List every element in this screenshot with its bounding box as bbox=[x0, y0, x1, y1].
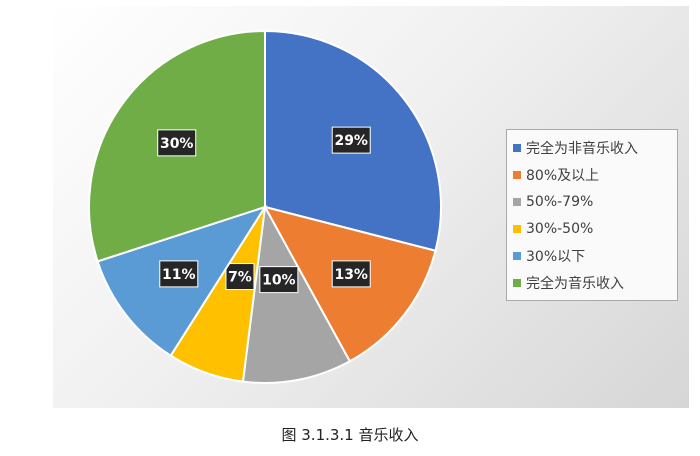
data-label-text: 11% bbox=[162, 267, 196, 283]
legend-label: 80%及以上 bbox=[526, 167, 600, 184]
legend-item: 30%-50% bbox=[513, 215, 677, 242]
legend-label: 30%-50% bbox=[526, 220, 594, 237]
data-label-text: 13% bbox=[334, 267, 368, 283]
figure-caption: 图 3.1.3.1 音乐收入 bbox=[281, 426, 419, 444]
data-label-text: 30% bbox=[160, 136, 194, 152]
data-label-box bbox=[157, 129, 197, 157]
legend-label: 完全为非音乐收入 bbox=[526, 140, 638, 157]
data-label-box bbox=[331, 260, 371, 288]
legend-label: 50%-79% bbox=[526, 193, 594, 210]
legend-item: 80%及以上 bbox=[513, 161, 677, 188]
data-label-text: 10% bbox=[262, 273, 296, 289]
legend-item: 完全为非音乐收入 bbox=[513, 134, 677, 161]
legend-label: 完全为音乐收入 bbox=[526, 275, 624, 292]
data-label-box bbox=[259, 266, 299, 294]
legend-swatch bbox=[513, 170, 521, 179]
data-label: 11% bbox=[159, 260, 199, 288]
legend-swatch bbox=[513, 251, 521, 260]
pie-chart: 29% 13% 10% 7% 11% 30% bbox=[88, 29, 442, 384]
data-label-text: 29% bbox=[334, 133, 368, 149]
pie-slice bbox=[241, 203, 352, 384]
legend-swatch bbox=[513, 278, 521, 287]
legend-swatch bbox=[513, 197, 521, 206]
legend-item: 完全为音乐收入 bbox=[513, 269, 677, 296]
legend-item: 30%以下 bbox=[513, 242, 677, 269]
legend-swatch bbox=[513, 224, 521, 233]
data-label-text: 7% bbox=[228, 270, 252, 286]
legend: 完全为非音乐收入 80%及以上 50%-79% 30%-50% 30%以下 完全… bbox=[506, 129, 678, 301]
data-label: 10% bbox=[259, 266, 299, 294]
data-label: 13% bbox=[331, 260, 371, 288]
chart-area: 29% 13% 10% 7% 11% 30% 完全为非音乐收入 80%及以上 50%-79… bbox=[53, 6, 689, 408]
data-label: 7% bbox=[225, 263, 255, 291]
data-label-box bbox=[225, 263, 255, 291]
legend-label: 30%以下 bbox=[526, 248, 586, 265]
data-label-box bbox=[159, 260, 199, 288]
legend-swatch bbox=[513, 143, 521, 152]
data-label: 29% bbox=[331, 126, 371, 154]
data-label-box bbox=[331, 126, 371, 154]
legend-item: 50%-79% bbox=[513, 188, 677, 215]
data-label: 30% bbox=[157, 129, 197, 157]
